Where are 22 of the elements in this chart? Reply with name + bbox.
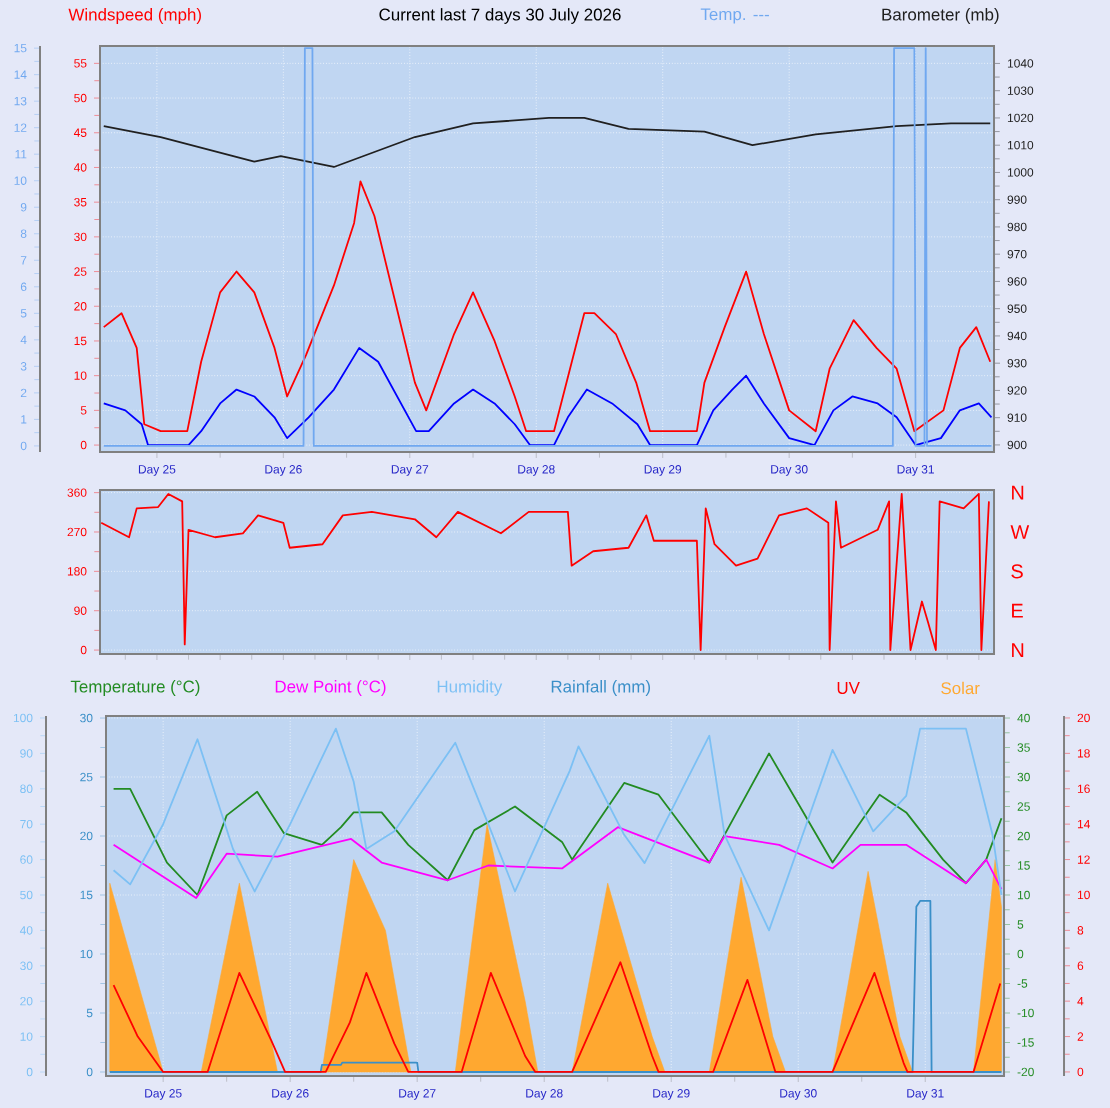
text: Temperature (°C) [70, 680, 200, 696]
text: S [1011, 564, 1023, 579]
text: Humidity [437, 680, 503, 696]
y3-axis-title: Temp. --- [700, 8, 769, 24]
chart-title: Current last 7 days 30 July 2026 [379, 8, 621, 24]
text: UV [837, 682, 860, 694]
text: E [1012, 603, 1023, 618]
text: N [1012, 643, 1024, 657]
text: Dew Point (°C) [275, 680, 386, 696]
line-series [100, 493, 990, 651]
line-series [102, 180, 992, 433]
line-series [112, 826, 1003, 899]
line-series [102, 117, 992, 168]
text: Solar [941, 681, 980, 695]
line-series [112, 727, 1003, 932]
y2-axis-title: Barometer (mb) [882, 8, 999, 24]
line-series [112, 961, 1002, 1073]
text: Rainfall (mm) [551, 680, 651, 696]
y-axis-title: Windspeed (mph) [68, 8, 201, 24]
text: W [1010, 525, 1030, 539]
text: N [1012, 485, 1024, 500]
line-series [112, 752, 1003, 896]
